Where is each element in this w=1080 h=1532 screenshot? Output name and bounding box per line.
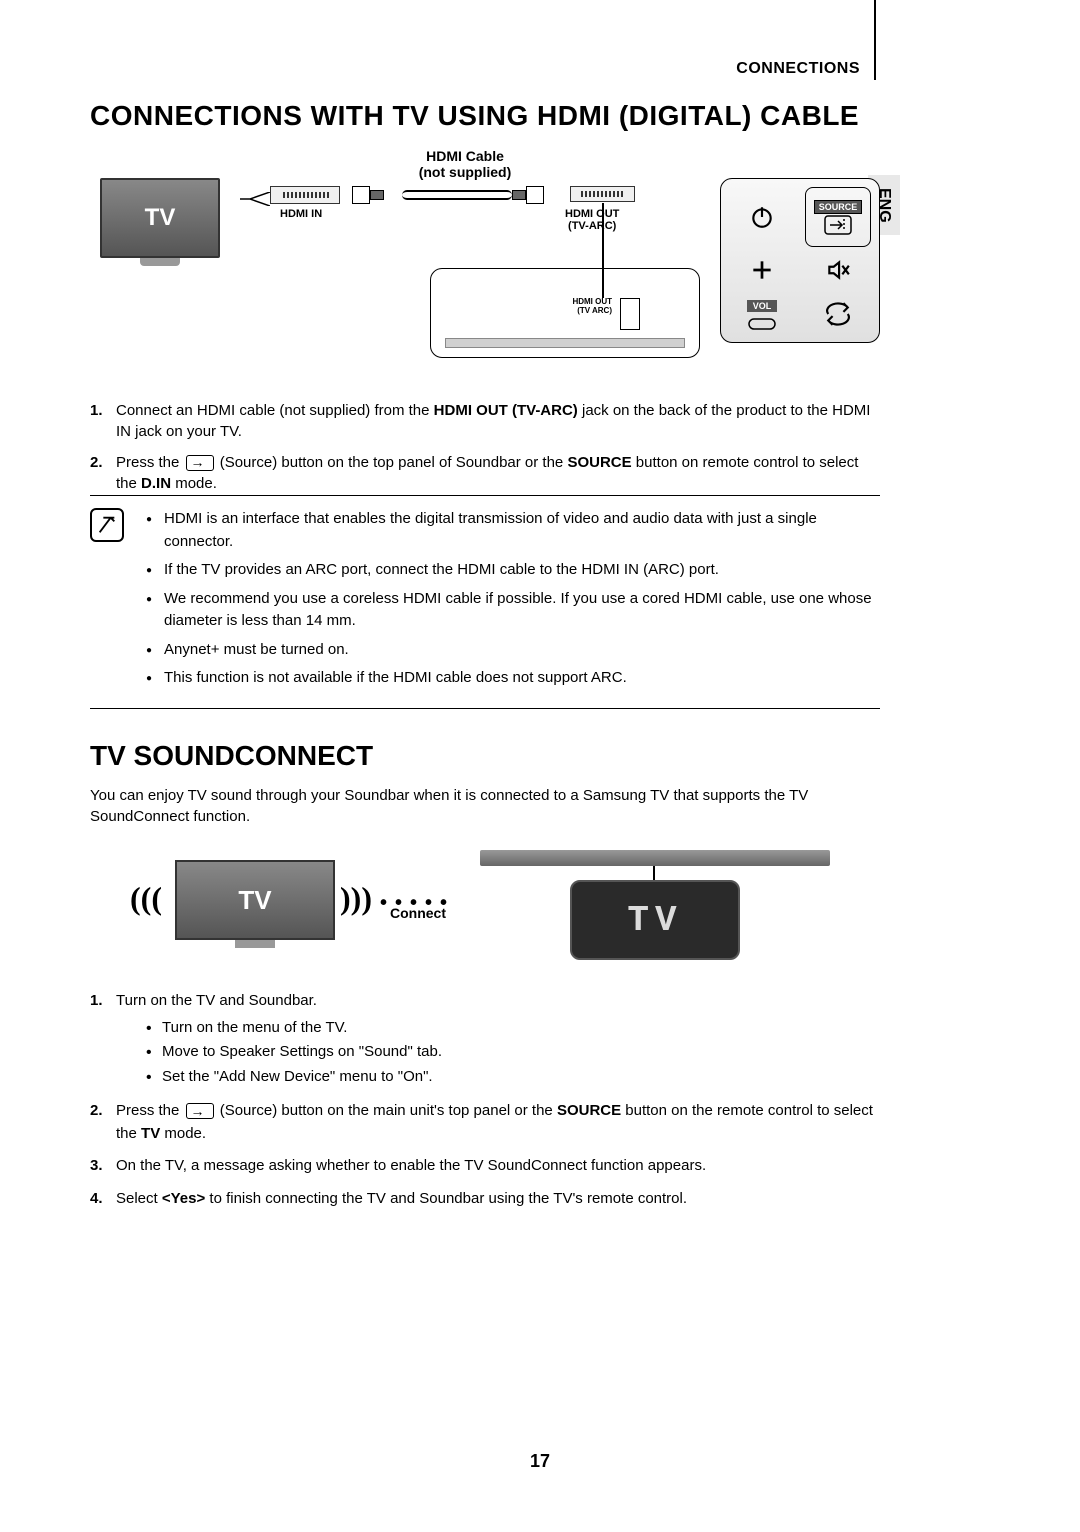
mute-icon — [805, 257, 871, 283]
step-text: On the TV, a message asking whether to e… — [116, 1155, 880, 1178]
section-header: CONNECTIONS — [736, 60, 860, 78]
step-text: Select <Yes> to finish connecting the TV… — [116, 1188, 880, 1211]
step-number: 1. — [90, 990, 116, 1090]
step-text: Press the (Source) button on the top pan… — [116, 452, 880, 494]
connector-arrow — [240, 192, 270, 206]
source-label: SOURCE — [814, 200, 863, 214]
power-icon — [729, 187, 795, 247]
sub-item: Set the "Add New Device" menu to "On". — [142, 1066, 880, 1089]
step-item: 2. Press the (Source) button on the top … — [90, 452, 880, 494]
step-text-part: Turn on the TV and Soundbar. — [116, 992, 317, 1009]
step-text-part: mode. — [160, 1125, 206, 1142]
source-icon — [824, 215, 852, 235]
tv-stand — [140, 258, 180, 266]
step-number: 3. — [90, 1155, 116, 1178]
section2-steps: 1. Turn on the TV and Soundbar. Turn on … — [90, 990, 880, 1220]
note-item: Anynet+ must be turned on. — [146, 639, 880, 662]
hdmi-port-right — [570, 186, 635, 202]
sub-item: Move to Speaker Settings on "Sound" tab. — [142, 1041, 880, 1064]
sub-list: Turn on the menu of the TV. Move to Spea… — [142, 1017, 880, 1089]
hdmi-plug-left — [352, 186, 402, 206]
hdmi-port-left — [270, 186, 340, 204]
step-bold: TV — [141, 1125, 160, 1142]
step-item: 2. Press the (Source) button on the main… — [90, 1100, 880, 1145]
step-text-part: Connect an HDMI cable (not supplied) fro… — [116, 402, 434, 419]
repeat-icon — [805, 293, 871, 335]
cable-label-line1: HDMI Cable — [426, 148, 504, 164]
source-button-highlight: SOURCE — [805, 187, 871, 247]
note-item: This function is not available if the HD… — [146, 667, 880, 690]
step-item: 3. On the TV, a message asking whether t… — [90, 1155, 880, 1178]
connect-label: Connect — [390, 905, 446, 921]
soundbar-connector-line — [653, 866, 655, 880]
soundbar-port-label: HDMI OUT (TV ARC) — [562, 298, 612, 316]
step-bold: HDMI OUT (TV-ARC) — [434, 402, 578, 419]
step-item: 4. Select <Yes> to finish connecting the… — [90, 1188, 880, 1211]
step-item: 1. Connect an HDMI cable (not supplied) … — [90, 400, 880, 442]
step-text: Press the (Source) button on the main un… — [116, 1100, 880, 1145]
step-bold: D.IN — [141, 475, 171, 492]
step-text-part: Select — [116, 1190, 162, 1207]
step-text-part: Press the — [116, 1102, 184, 1119]
note-list: HDMI is an interface that enables the di… — [146, 508, 880, 690]
hdmi-out-label: HDMI OUT (TV-ARC) — [565, 208, 619, 232]
note-item: HDMI is an interface that enables the di… — [146, 508, 880, 553]
step-number: 4. — [90, 1188, 116, 1211]
step-text: Connect an HDMI cable (not supplied) fro… — [116, 400, 880, 442]
soundbar2-illustration — [480, 850, 830, 866]
plus-icon — [729, 257, 795, 283]
soundconnect-diagram: ((( TV ))) ••••• Connect TV — [130, 840, 850, 970]
vol-label: VOL — [747, 300, 778, 312]
step-text-part: Press the — [116, 454, 184, 471]
step-bold: <Yes> — [162, 1190, 205, 1207]
note-item: We recommend you use a coreless HDMI cab… — [146, 588, 880, 633]
wave-right-icon: ))) — [340, 880, 372, 917]
cable-label: HDMI Cable (not supplied) — [400, 148, 530, 180]
step-text-part: (Source) button on the top panel of Soun… — [216, 454, 568, 471]
remote-illustration: SOURCE VOL — [720, 178, 880, 343]
page-border — [874, 0, 876, 80]
soundbar-display: TV — [570, 880, 740, 960]
wave-left-icon: ((( — [130, 880, 162, 917]
note-item: If the TV provides an ARC port, connect … — [146, 559, 880, 582]
soundbar-body — [445, 338, 685, 348]
page-number: 17 — [0, 1451, 1080, 1472]
hdmi-out-l1: HDMI OUT — [565, 208, 619, 220]
hdmi-out-l2: (TV-ARC) — [568, 220, 616, 232]
hdmi-diagram: TV HDMI Cable (not supplied) HDMI IN HDM… — [90, 148, 880, 378]
section2-intro: You can enjoy TV sound through your Soun… — [90, 785, 880, 827]
tv2-stand — [235, 940, 275, 948]
vol-minus-icon — [748, 318, 776, 330]
note-icon — [90, 508, 124, 542]
step-text: Turn on the TV and Soundbar. Turn on the… — [116, 990, 880, 1090]
section2-title: TV SOUNDCONNECT — [90, 740, 373, 772]
step-text-part: mode. — [171, 475, 217, 492]
section1-title: CONNECTIONS WITH TV USING HDMI (DIGITAL)… — [90, 100, 859, 132]
vol-label-area: VOL — [729, 293, 795, 335]
cable-line — [402, 190, 512, 200]
tv2-illustration: TV — [175, 860, 335, 940]
port-l1: HDMI OUT — [572, 297, 612, 306]
port-l2: (TV ARC) — [577, 306, 612, 315]
step-text-part: to finish connecting the TV and Soundbar… — [205, 1190, 687, 1207]
note-box: HDMI is an interface that enables the di… — [90, 495, 880, 709]
step-bold: SOURCE — [557, 1102, 621, 1119]
hdmi-in-label: HDMI IN — [280, 208, 322, 220]
section1-steps: 1. Connect an HDMI cable (not supplied) … — [90, 400, 880, 504]
step-number: 1. — [90, 400, 116, 442]
sub-item: Turn on the menu of the TV. — [142, 1017, 880, 1040]
step-item: 1. Turn on the TV and Soundbar. Turn on … — [90, 990, 880, 1090]
tv-illustration: TV — [100, 178, 220, 258]
soundbar-hdmi-port — [620, 298, 640, 330]
step-text-part: (Source) button on the main unit's top p… — [216, 1102, 557, 1119]
source-inline-icon — [186, 1103, 214, 1119]
step-number: 2. — [90, 1100, 116, 1145]
step-number: 2. — [90, 452, 116, 494]
step-bold: SOURCE — [567, 454, 631, 471]
hdmi-plug-right — [512, 186, 562, 206]
cable-label-line2: (not supplied) — [419, 164, 512, 180]
source-inline-icon — [186, 455, 214, 471]
